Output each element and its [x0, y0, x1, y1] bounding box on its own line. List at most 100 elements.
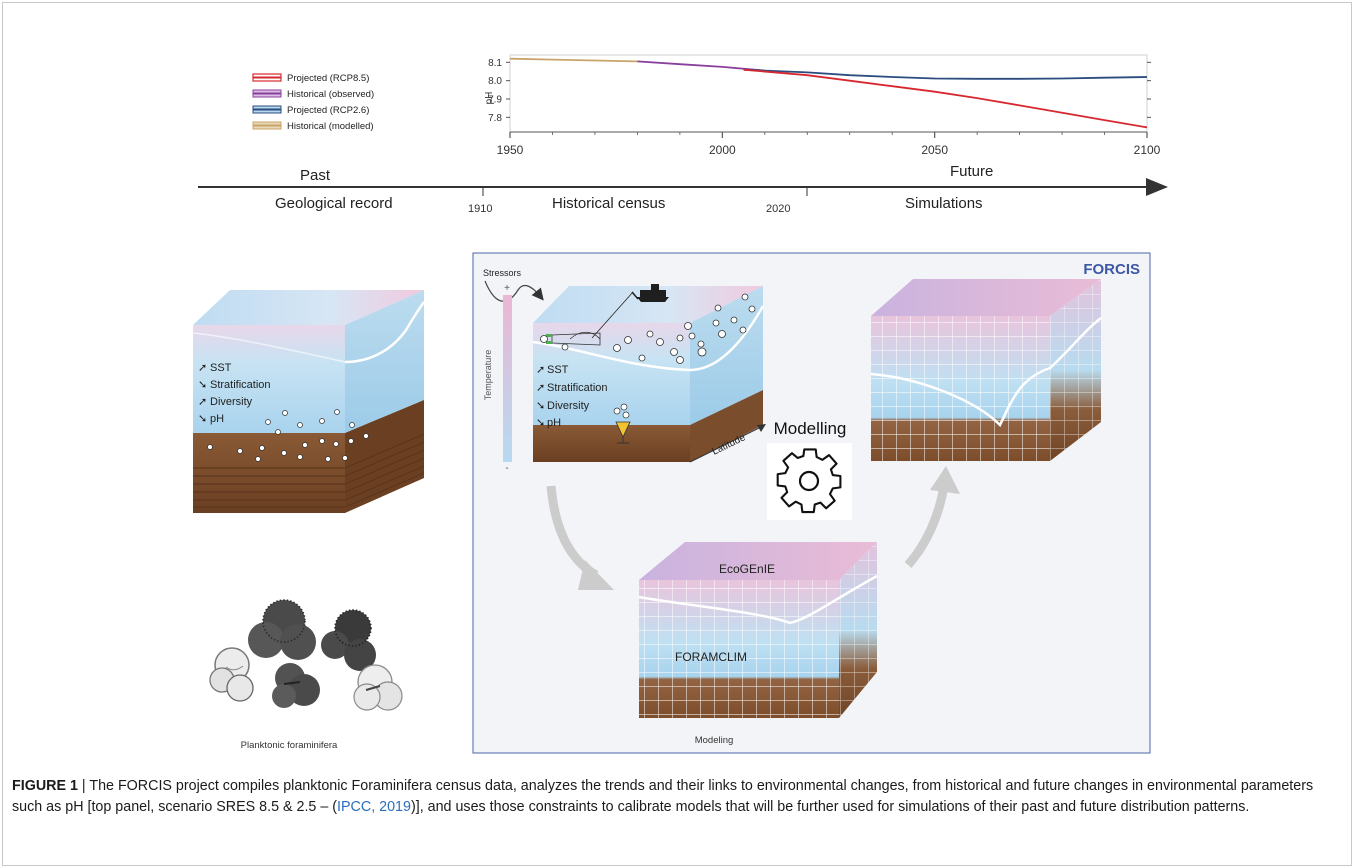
- ecogenie-grid-block: EcoGEnIE FORAMCLIM: [638, 542, 878, 718]
- chart-legend: Projected (RCP8.5) Historical (observed)…: [252, 73, 374, 132]
- foram-shell-3: [209, 647, 254, 702]
- flow-arrow-up: [904, 485, 949, 568]
- x-tick-label: 2050: [921, 143, 948, 157]
- ship-icon: [591, 284, 669, 339]
- forcis-panel: FORCIS Stressors + - Temperature: [472, 252, 1151, 754]
- temperature-bar: [503, 295, 512, 462]
- geo-block-water: [193, 325, 345, 433]
- x-tick-label: 1950: [497, 143, 524, 157]
- ocean-item-ph: pH: [547, 417, 561, 429]
- gear-icon: [776, 448, 842, 514]
- foraminifera-photos: Planktonic foraminifera: [209, 599, 403, 751]
- stressors-label: Stressors: [483, 268, 522, 278]
- series-line-historical-observed: [637, 60, 765, 72]
- sediment-layers: [193, 433, 425, 508]
- legend-label-rcp26: Projected (RCP2.6): [287, 105, 369, 116]
- ocean-arrow-ph: ➘: [536, 417, 545, 429]
- ph-chart: Projected (RCP8.5) Historical (observed)…: [252, 54, 1161, 157]
- foram-shell-5: [353, 664, 403, 711]
- modeling-caption: Modeling: [695, 735, 734, 746]
- foram-shell-4: [272, 663, 320, 708]
- timeline-future: Future: [950, 163, 993, 180]
- series-line-projected-rcp8-5: [743, 68, 1148, 129]
- foram-shell-1: [248, 599, 316, 660]
- y-axis-label: pH: [484, 92, 495, 105]
- geo-item-sst: SST: [210, 362, 232, 374]
- x-ticks: [509, 132, 1148, 138]
- geo-arrow-ph: ➘: [198, 413, 207, 425]
- timeline-historical: Historical census: [552, 195, 665, 212]
- ocean-stat-list: ➚ SST ➚ Stratification ➘ Diversity ➘ pH: [536, 364, 608, 429]
- timeline-arrow-head: [1146, 178, 1168, 196]
- simulation-grid-block: [870, 279, 1102, 461]
- gear-box: [767, 443, 852, 520]
- temperature-plus: +: [504, 283, 510, 294]
- ocean-item-diversity: Diversity: [547, 400, 590, 412]
- latitude-arrow: [689, 425, 764, 463]
- x-tick-labels: 1950 2000 2050 2100: [497, 143, 1161, 157]
- legend-label-observed: Historical (observed): [287, 89, 374, 100]
- timeline-2020: 2020: [766, 203, 790, 215]
- ocean-block-top: [533, 286, 763, 323]
- caption-text-pre: | The FORCIS project compiles planktonic…: [12, 778, 1314, 815]
- x-tick-label: 2000: [709, 143, 736, 157]
- geo-block-side-sediment: [345, 400, 424, 513]
- timeline: Past Future Geological record 1910 Histo…: [198, 163, 1168, 215]
- temperature-minus: -: [505, 463, 508, 474]
- modelling-label: Modelling: [774, 419, 847, 438]
- geological-block: ➚ SST ➘ Stratification ➚ Diversity ➘ pH: [192, 290, 426, 513]
- series-line-projected-rcp2-6: [743, 68, 1148, 80]
- temperature-label: Temperature: [483, 350, 493, 401]
- geo-arrow-diversity: ➚: [198, 396, 207, 408]
- ocean-arrow-sst: ➚: [536, 364, 545, 376]
- geo-stat-list: ➚ SST ➘ Stratification ➚ Diversity ➘ pH: [198, 362, 271, 425]
- caption-label: FIGURE 1: [12, 778, 78, 794]
- geo-block-top: [193, 290, 424, 325]
- ocean-block-sediment: [533, 425, 690, 462]
- ecogenie-label: EcoGEnIE: [719, 562, 775, 576]
- geo-item-diversity: Diversity: [210, 396, 253, 408]
- timeline-1910: 1910: [468, 203, 492, 215]
- ocean-item-sst: SST: [547, 364, 569, 376]
- thermocline-curve: [344, 301, 426, 364]
- timeline-geological: Geological record: [275, 195, 393, 212]
- geo-arrow-sst: ➚: [198, 362, 207, 374]
- geo-block-sediment: [193, 433, 345, 513]
- ocean-block-water: [533, 323, 690, 425]
- ocean-arrow-stratification: ➚: [536, 382, 545, 394]
- latitude-arrow-head: [757, 424, 766, 432]
- sediment-trap-icon: [613, 403, 631, 444]
- y-tick-label: 7.9: [488, 95, 502, 106]
- y-tick-label: 8.1: [488, 58, 502, 69]
- timeline-past: Past: [300, 167, 331, 184]
- ocean-arrow-diversity: ➘: [536, 400, 545, 412]
- thermocline-front: [192, 332, 346, 363]
- series-lines: [509, 57, 1148, 129]
- figure-caption: FIGURE 1 | The FORCIS project compiles p…: [12, 776, 1342, 818]
- y-tick-label: 7.8: [488, 113, 502, 124]
- caption-text-post: )], and uses those constraints to calibr…: [410, 799, 1250, 815]
- y-tick-label: 8.0: [488, 76, 502, 87]
- caption-citation-link[interactable]: IPCC, 2019: [337, 799, 411, 815]
- geo-item-stratification: Stratification: [210, 379, 271, 391]
- foramclim-label: FORAMCLIM: [675, 650, 747, 664]
- y-ticks: [506, 61, 1151, 118]
- ocean-foram-dots: [540, 293, 756, 364]
- ocean-thermocline: [532, 305, 765, 372]
- plankton-net-icon: [546, 331, 601, 346]
- legend-label-modelled: Historical (modelled): [287, 121, 374, 132]
- y-tick-labels: 8.1 8.0 7.9 7.8: [488, 58, 502, 124]
- plot-frame: [509, 54, 1148, 133]
- series-line-historical-modelled: [509, 57, 638, 63]
- timeline-simulations: Simulations: [905, 195, 983, 212]
- geo-block-side-water: [345, 290, 424, 433]
- flow-arrow-up-head: [930, 466, 960, 494]
- legend-label-rcp85: Projected (RCP8.5): [287, 73, 369, 84]
- ocean-item-stratification: Stratification: [547, 382, 608, 394]
- geo-item-ph: pH: [210, 413, 224, 425]
- geo-arrow-stratification: ➘: [198, 379, 207, 391]
- foram-shell-2: [321, 609, 376, 671]
- x-tick-label: 2100: [1134, 143, 1161, 157]
- flow-arrow-down-head: [578, 560, 614, 590]
